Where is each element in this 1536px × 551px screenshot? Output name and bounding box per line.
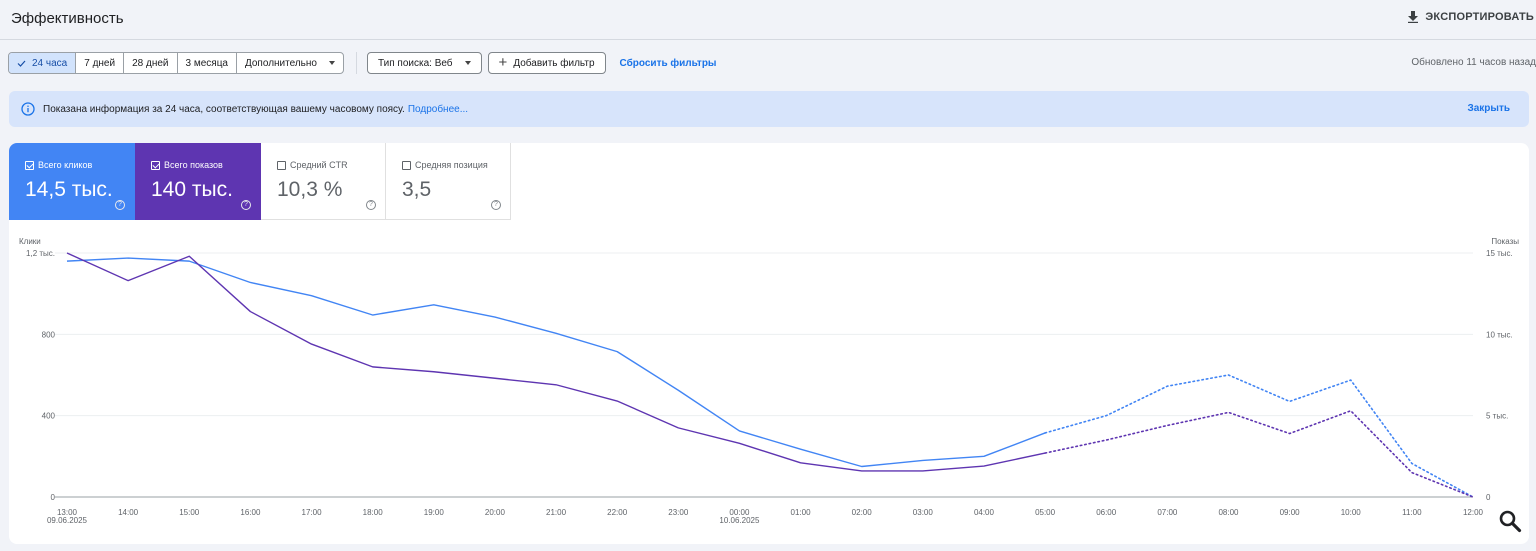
add-filter-button[interactable]: + Добавить фильтр [487, 52, 606, 74]
x-tick-label: 23:00 [668, 508, 689, 517]
help-icon[interactable]: ? [241, 200, 251, 210]
x-tick-label: 07:00 [1157, 508, 1178, 517]
x-tick-label: 15:00 [179, 508, 200, 517]
learn-more-link[interactable]: Подробнее... [407, 103, 469, 115]
metric-clicks-label: Всего кликов [25, 160, 92, 170]
x-date-label: 10.06.2025 [719, 516, 760, 525]
updated-status: Обновлено 11 часов назад [1411, 57, 1536, 68]
checkbox-icon [151, 160, 160, 170]
x-tick-label: 08:00 [1218, 508, 1239, 517]
y-right-tick-label: 5 тыс. [1486, 412, 1508, 421]
filter-bar: 24 часа 7 дней 28 дней 3 месяца Дополнит… [8, 52, 716, 74]
period-selector: 24 часа 7 дней 28 дней 3 месяца Дополнит… [8, 52, 344, 74]
metric-clicks[interactable]: Всего кликов 14,5 тыс. ? [9, 143, 135, 220]
series-line-1 [66, 252, 1046, 472]
x-tick-label: 06:00 [1096, 508, 1117, 517]
page-title: Эффективность [11, 10, 124, 27]
export-button[interactable]: ЭКСПОРТИРОВАТЬ [1408, 11, 1534, 23]
search-icon [1499, 510, 1522, 533]
y-right-tick-label: 10 тыс. [1486, 330, 1513, 339]
metric-ctr[interactable]: Средний CTR 10,3 % ? [261, 143, 386, 220]
x-tick-label: 00:00 [729, 508, 750, 517]
x-tick-label: 09:00 [1280, 508, 1301, 517]
divider [355, 52, 357, 74]
help-icon[interactable]: ? [491, 200, 501, 210]
metric-value: 14,5 тыс. [25, 178, 113, 201]
metric-name: Средний CTR [290, 160, 348, 170]
plus-icon: + [498, 54, 508, 71]
help-icon[interactable]: ? [115, 200, 125, 210]
performance-card: Всего кликов 14,5 тыс. ? Всего показов 1… [9, 143, 1529, 544]
metric-value: 10,3 % [277, 178, 343, 201]
check-icon [17, 60, 26, 67]
metric-value: 140 тыс. [151, 178, 233, 201]
y-right-tick-label: 15 тыс. [1486, 249, 1513, 258]
reset-filters-link[interactable]: Сбросить фильтры [619, 57, 717, 69]
y-left-axis-label: Клики [19, 237, 41, 246]
period-3m[interactable]: 3 месяца [178, 53, 237, 73]
y-left-tick-label: 800 [42, 330, 56, 339]
x-tick-label: 16:00 [240, 508, 261, 517]
x-tick-label: 18:00 [363, 508, 384, 517]
series-line-0 [66, 257, 1046, 468]
x-tick-label: 19:00 [424, 508, 445, 517]
page-header: Эффективность ЭКСПОРТИРОВАТЬ [0, 0, 1536, 40]
x-tick-label: 03:00 [913, 508, 934, 517]
metric-name: Средняя позиция [415, 160, 488, 170]
close-banner-button[interactable]: Закрыть [1467, 103, 1510, 114]
metric-position[interactable]: Средняя позиция 3,5 ? [386, 143, 511, 220]
metric-impressions[interactable]: Всего показов 140 тыс. ? [135, 143, 261, 220]
y-right-axis-label: Показы [1491, 237, 1519, 246]
checkbox-icon [25, 160, 34, 170]
period-label: 24 часа [32, 57, 68, 69]
period-more-dropdown[interactable]: Дополнительно [237, 53, 343, 73]
metric-ctr-label: Средний CTR [277, 160, 348, 170]
metric-position-label: Средняя позиция [402, 160, 488, 170]
y-left-tick-label: 400 [42, 412, 56, 421]
metric-name: Всего кликов [38, 160, 93, 170]
info-icon [21, 102, 35, 116]
search-type-dropdown[interactable]: Тип поиска: Веб [366, 52, 482, 74]
x-tick-label: 05:00 [1035, 508, 1056, 517]
search-button[interactable] [1498, 509, 1522, 538]
period-28d[interactable]: 28 дней [124, 53, 178, 73]
y-left-tick-label: 0 [51, 493, 56, 502]
x-tick-label: 11:00 [1402, 508, 1422, 517]
x-tick-label: 02:00 [852, 508, 873, 517]
series-projection-0 [1044, 374, 1474, 498]
info-banner: Показана информация за 24 часа, соответс… [9, 91, 1529, 127]
x-tick-label: 04:00 [974, 508, 995, 517]
add-filter-label: Добавить фильтр [513, 57, 595, 69]
period-7d[interactable]: 7 дней [76, 53, 125, 73]
x-tick-label: 13:00 [57, 508, 78, 517]
x-tick-label: 12:00 [1463, 508, 1484, 517]
search-type-label: Тип поиска: Веб [377, 57, 453, 69]
checkbox-icon [402, 160, 411, 170]
x-tick-label: 22:00 [607, 508, 628, 517]
x-tick-label: 01:00 [791, 508, 812, 517]
y-right-tick-label: 0 [1486, 493, 1491, 502]
info-text: Показана информация за 24 часа, соответс… [43, 103, 405, 115]
metric-impressions-label: Всего показов [151, 160, 223, 170]
export-label: ЭКСПОРТИРОВАТЬ [1425, 11, 1534, 23]
checkbox-icon [277, 160, 286, 170]
x-tick-label: 17:00 [302, 508, 323, 517]
x-tick-label: 21:00 [546, 508, 567, 517]
series-projection-1 [1044, 409, 1474, 498]
caret-down-icon [328, 61, 335, 65]
help-icon[interactable]: ? [366, 200, 376, 210]
y-left-tick-label: 1,2 тыс. [26, 249, 55, 258]
more-label: Дополнительно [244, 57, 317, 69]
x-tick-label: 10:00 [1341, 508, 1362, 517]
x-tick-label: 20:00 [485, 508, 506, 517]
download-icon [1408, 11, 1419, 23]
x-tick-label: 14:00 [118, 508, 139, 517]
caret-down-icon [464, 61, 471, 65]
period-24h[interactable]: 24 часа [9, 53, 77, 73]
metric-value: 3,5 [402, 178, 432, 201]
x-date-label: 09.06.2025 [47, 516, 88, 525]
metric-name: Всего показов [164, 160, 223, 170]
performance-chart: 0 400 800 1,2 тыс. 0 5 тыс. 10 тыс. 15 тыс. Клик… [19, 237, 1519, 525]
